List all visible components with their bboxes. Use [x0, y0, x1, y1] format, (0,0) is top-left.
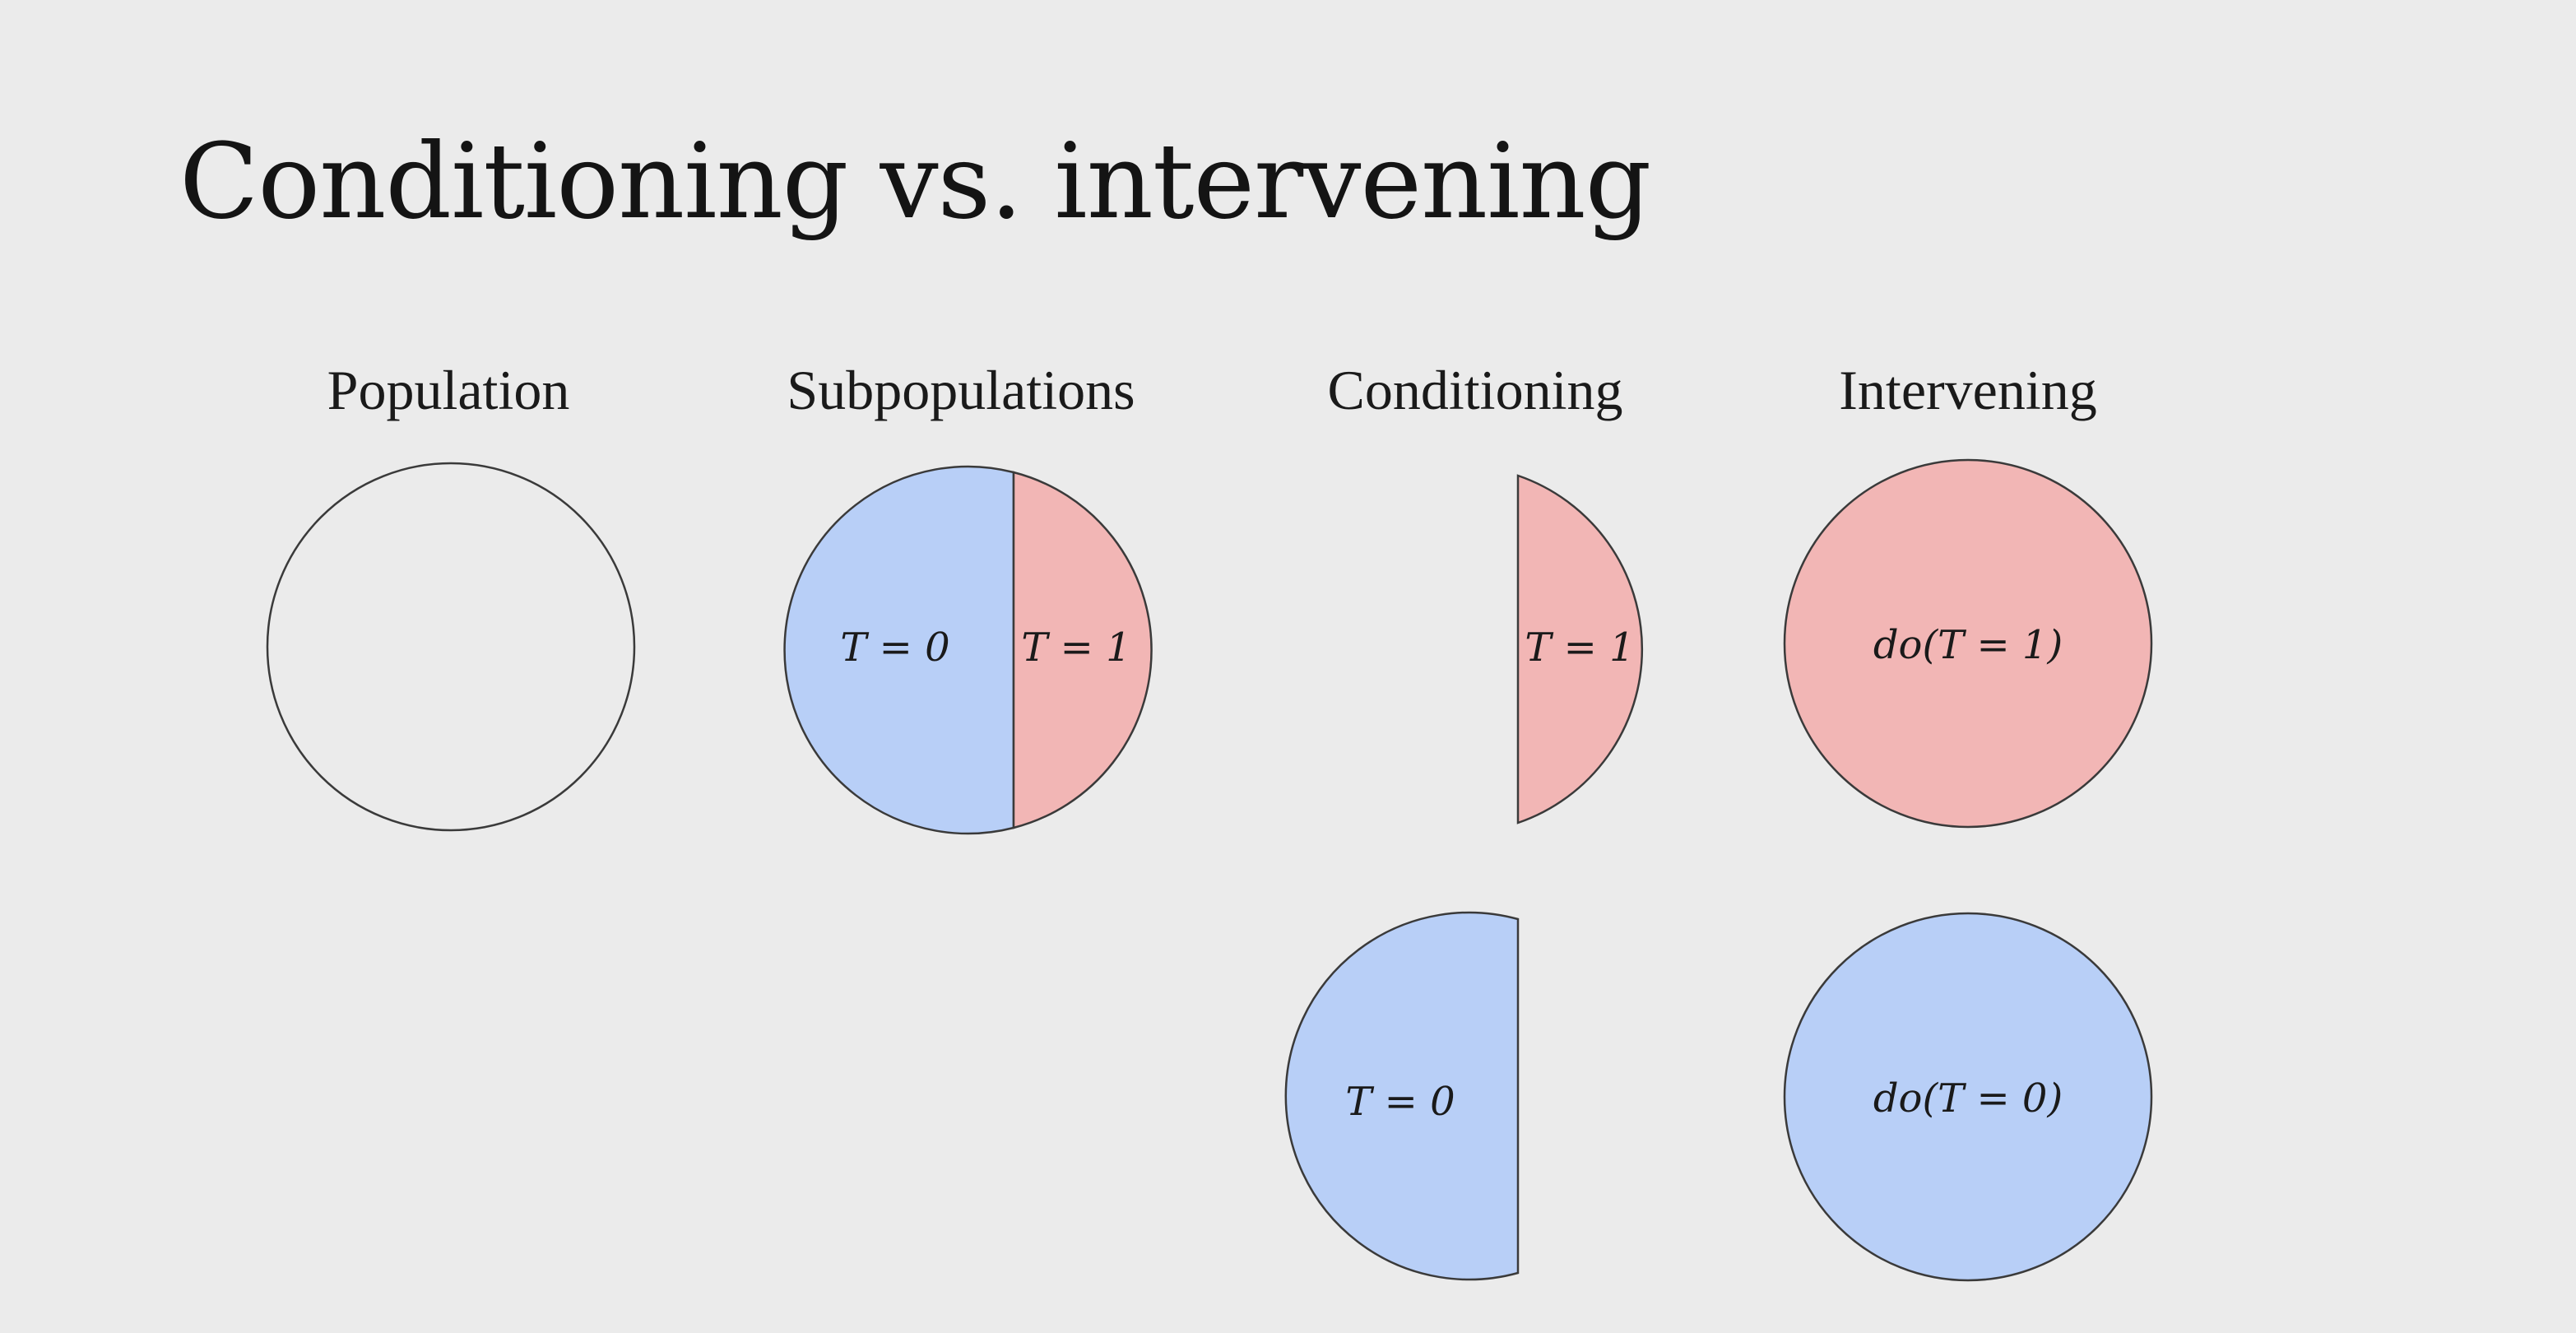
- subpopulation-t1-region: [1012, 471, 1153, 829]
- subpopulation-t0-region: [783, 465, 1015, 835]
- population-circle: [266, 462, 636, 832]
- conditioning-t0-region: [1284, 911, 1520, 1281]
- intervening-t0-label: do(T = 0): [1873, 1075, 2063, 1122]
- column-label-intervening: Intervening: [1839, 359, 2096, 421]
- column-label-subpopulations: Subpopulations: [787, 359, 1135, 421]
- intervening-t0-group: do(T = 0): [1783, 912, 2153, 1282]
- subpopulation-t1-label: T = 1: [1021, 625, 1130, 671]
- intervening-t1-group: do(T = 1): [1783, 458, 2153, 829]
- intervening-t0-circle: [1783, 912, 2153, 1282]
- conditioning-t0-segment: T = 0: [1284, 911, 1520, 1281]
- conditioning-t0-label: T = 0: [1345, 1079, 1455, 1125]
- column-label-population: Population: [327, 359, 570, 421]
- conditioning-t1-region: [1516, 474, 1643, 824]
- column-label-conditioning: Conditioning: [1328, 359, 1623, 421]
- conditioning-t1-label: T = 1: [1525, 625, 1634, 671]
- intervening-t1-circle: [1783, 458, 2153, 829]
- subpopulation-t0-label: T = 0: [840, 625, 949, 671]
- slide-title: Conditioning vs. intervening: [179, 121, 1651, 242]
- intervening-t1-label: do(T = 1): [1873, 622, 2063, 668]
- subpopulations-circle: T = 0 T = 1: [783, 465, 1153, 835]
- conditioning-t1-segment: T = 1: [1516, 474, 1643, 824]
